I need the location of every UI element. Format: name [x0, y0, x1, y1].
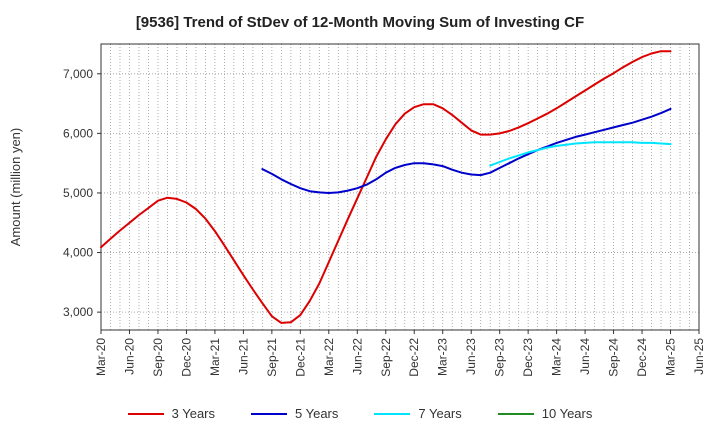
x-tick-label: Sep-22: [379, 338, 393, 377]
legend-swatch: [127, 412, 164, 415]
legend: 3 Years 5 Years 7 Years 10 Years: [0, 406, 720, 421]
y-tick-label: 5,000: [63, 186, 93, 200]
x-tick-label: Jun-24: [578, 338, 592, 375]
y-tick-label: 3,000: [63, 305, 93, 319]
axis-layer: 3,000 4,000 5,000 6,000 7,000 Mar-20 Jun-20 Sep…: [63, 43, 706, 377]
legend-swatch: [497, 412, 534, 415]
x-tick-label: Jun-23: [464, 338, 478, 375]
legend-item: 3 Years: [127, 406, 215, 421]
legend-swatch: [251, 412, 287, 415]
legend-label: 5 Years: [295, 406, 339, 421]
legend-swatch: [374, 412, 411, 415]
x-tick-label: Mar-20: [94, 338, 108, 376]
y-tick-label: 4,000: [63, 246, 93, 260]
x-tick-label: Sep-20: [151, 338, 165, 377]
x-tick-label: Dec-22: [407, 338, 421, 377]
x-tick-label: Jun-21: [236, 338, 250, 375]
series-layer: [100, 50, 672, 324]
x-tick-label: Dec-23: [521, 338, 535, 377]
x-tick-label: Sep-23: [493, 338, 507, 377]
x-tick-label: Dec-21: [293, 338, 307, 377]
grid-layer: [101, 44, 699, 330]
legend-label: 10 Years: [541, 406, 593, 421]
x-tick-label: Mar-23: [436, 338, 450, 376]
series-line-3-years: [100, 50, 672, 324]
series-line-7-years: [489, 141, 672, 167]
x-tick-label: Mar-25: [664, 338, 678, 376]
x-tick-label: Mar-21: [208, 338, 222, 376]
y-tick-label: 7,000: [63, 67, 93, 81]
y-tick-label: 6,000: [63, 126, 93, 140]
x-tick-label: Mar-24: [550, 338, 564, 376]
x-tick-label: Dec-20: [179, 338, 193, 377]
x-tick-label: Dec-24: [635, 338, 649, 377]
y-axis-label: Amount (million yen): [8, 128, 23, 247]
x-tick-label: Jun-20: [122, 338, 136, 375]
x-tick-label: Sep-21: [265, 338, 279, 377]
x-tick-label: Jun-25: [692, 338, 706, 375]
x-tick-label: Jun-22: [350, 338, 364, 375]
legend-label: 7 Years: [418, 406, 462, 421]
plot-border: [100, 43, 700, 331]
legend-label: 3 Years: [171, 406, 215, 421]
x-tick-label: Sep-24: [607, 338, 621, 377]
chart-title: [9536] Trend of StDev of 12-Month Moving…: [135, 14, 585, 31]
series-line-5-years: [261, 107, 672, 194]
legend-item: 7 Years: [374, 406, 462, 421]
legend-item: 5 Years: [251, 406, 338, 421]
legend-item: 10 Years: [497, 406, 593, 421]
x-tick-label: Mar-22: [322, 338, 336, 376]
